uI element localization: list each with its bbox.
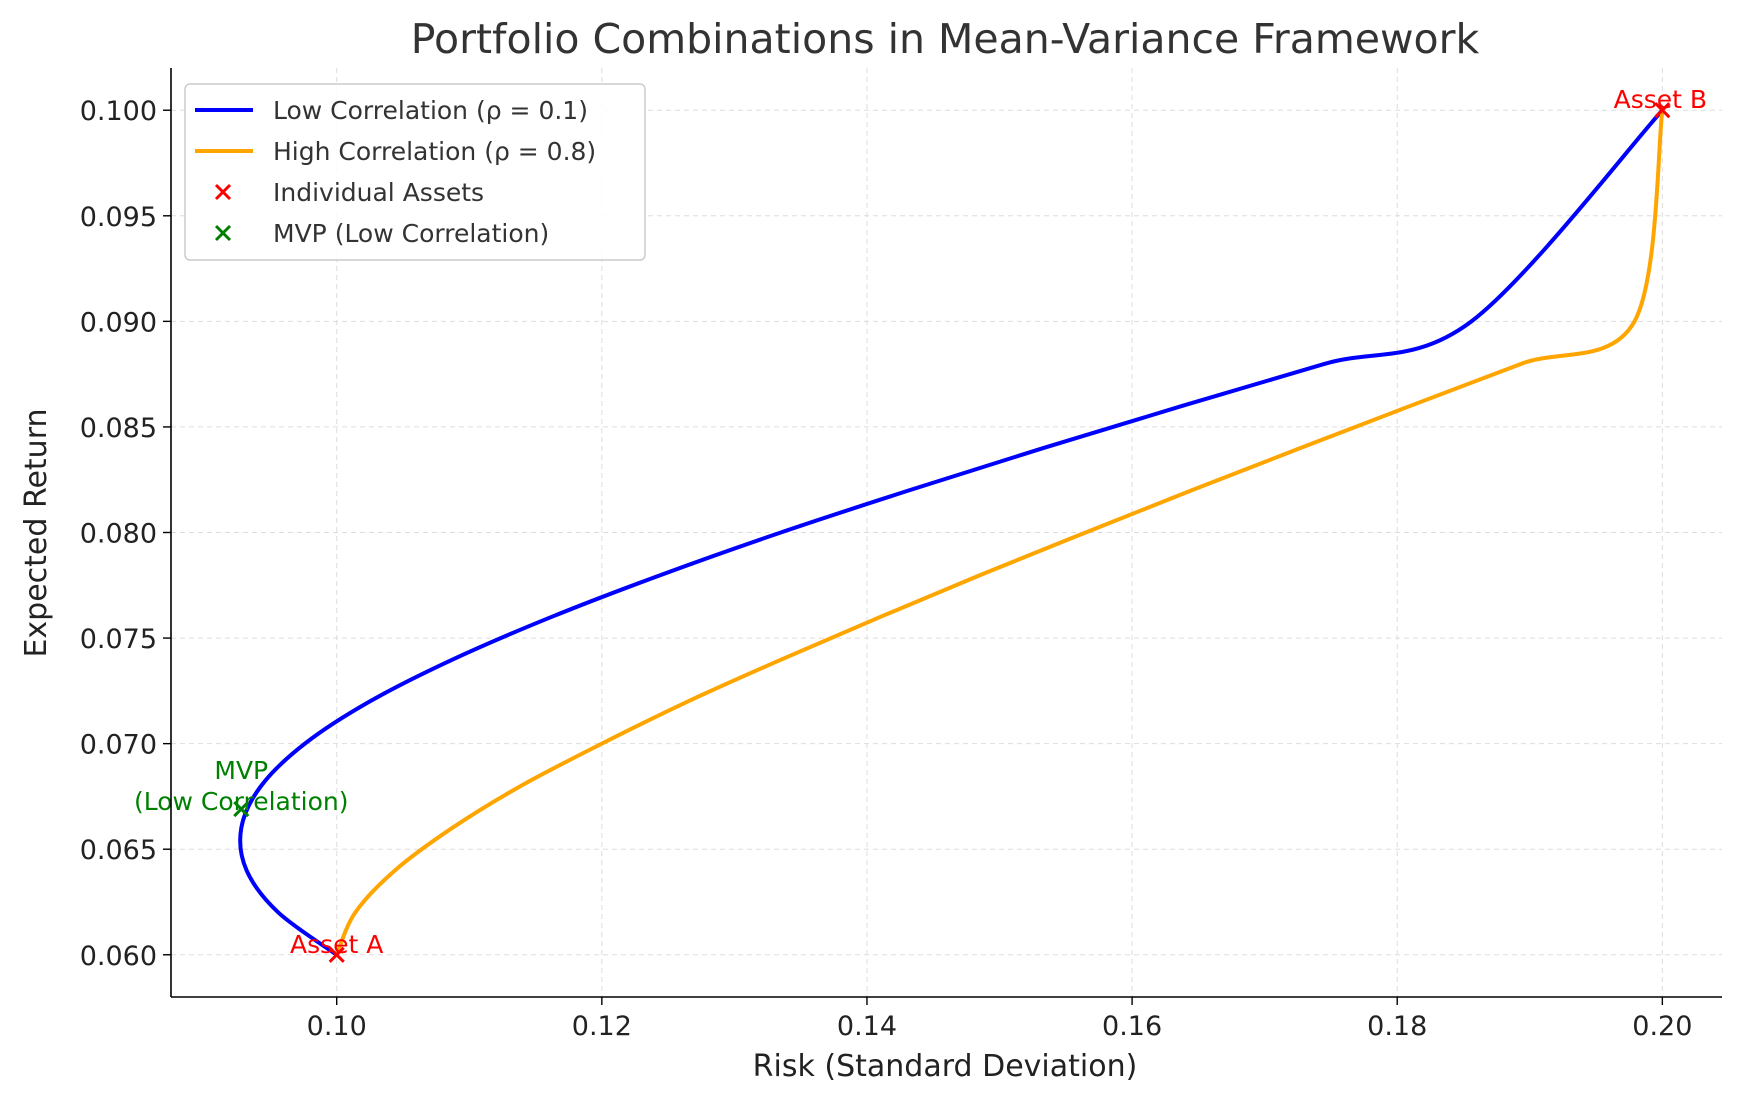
series-line-1 <box>334 108 1665 957</box>
y-tick-label: 0.075 <box>80 624 157 655</box>
marker-x-stroke <box>328 946 345 963</box>
annotation-label: Asset A <box>290 930 383 959</box>
x-tick-label: 0.12 <box>572 1011 632 1042</box>
x-tick-label: 0.16 <box>1102 1011 1162 1042</box>
x-tick-label: 0.10 <box>307 1011 367 1042</box>
marker-x <box>328 946 345 963</box>
annotations: Asset A Asset B MVP(Low Correlation) <box>134 85 1707 959</box>
marker-x <box>233 801 250 818</box>
marker-x-stroke <box>1654 102 1671 119</box>
annotation-label: (Low Correlation) <box>134 787 349 816</box>
x-tick-label: 0.18 <box>1367 1011 1427 1042</box>
y-tick-label: 0.070 <box>80 730 157 761</box>
legend: Low Correlation (ρ = 0.1) High Correlatio… <box>184 83 646 261</box>
legend-entry-label: Low Correlation (ρ = 0.1) <box>273 96 588 125</box>
legend-entry-label: High Correlation (ρ = 0.8) <box>273 137 596 166</box>
y-tick-label: 0.080 <box>80 519 157 550</box>
x-tick-label: 0.20 <box>1632 1011 1692 1042</box>
y-tick-label: 0.085 <box>80 413 157 444</box>
chart-title: Portfolio Combinations in Mean-Variance … <box>411 15 1480 63</box>
series-line-0 <box>238 108 1665 957</box>
legend-entry-label: MVP (Low Correlation) <box>273 219 549 248</box>
x-tick-label: 0.14 <box>837 1011 897 1042</box>
y-axis-label: Expected Return <box>19 408 54 657</box>
legend-entry-label: Individual Assets <box>273 178 484 207</box>
series-lines <box>238 108 1665 957</box>
legend-frame <box>184 83 646 261</box>
marker-x <box>1654 102 1671 119</box>
legend-swatch-x <box>214 224 232 242</box>
marker-x-stroke <box>233 801 250 818</box>
y-tick-label: 0.090 <box>80 307 157 338</box>
y-tick-label: 0.060 <box>80 941 157 972</box>
annotation-label: MVP <box>214 756 268 785</box>
asset-markers <box>233 102 1671 963</box>
annotation-label: Asset B <box>1614 85 1707 114</box>
x-axis-label: Risk (Standard Deviation) <box>753 1049 1138 1084</box>
grid-lines <box>171 68 1722 997</box>
y-tick-label: 0.065 <box>80 835 157 866</box>
x-axis-ticks: 0.10 0.12 0.14 0.16 0.18 0.20 <box>307 997 1692 1042</box>
y-tick-label: 0.095 <box>80 202 157 233</box>
y-tick-label: 0.100 <box>80 96 157 127</box>
y-axis-ticks: 0.060 0.065 0.070 0.075 0.080 0.085 0.090 0.095… <box>80 96 171 972</box>
legend-swatch-x <box>214 183 232 201</box>
